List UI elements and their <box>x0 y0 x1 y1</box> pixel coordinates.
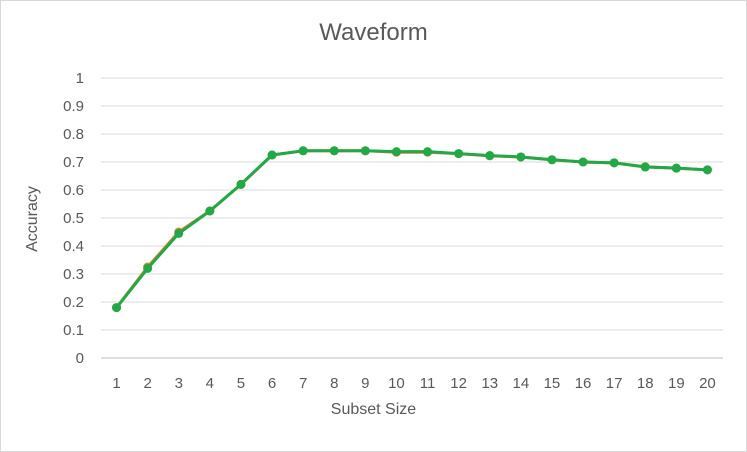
x-tick-label: 14 <box>513 375 530 392</box>
y-tick-label: 1 <box>76 70 84 87</box>
data-point <box>640 162 650 172</box>
y-tick-label: 0.5 <box>63 210 84 227</box>
x-axis-label: Subset Size <box>330 401 417 418</box>
data-point <box>423 147 433 157</box>
data-point <box>516 152 526 162</box>
data-point <box>174 228 184 238</box>
y-tick-label: 0.8 <box>63 126 84 143</box>
data-point <box>547 155 557 165</box>
data-point <box>143 263 153 273</box>
x-tick-label: 6 <box>268 375 276 392</box>
data-point <box>360 146 370 156</box>
data-point <box>236 179 246 189</box>
y-tick-label: 0.7 <box>63 154 84 171</box>
x-tick-label: 5 <box>237 375 245 392</box>
x-tick-label: 8 <box>330 375 338 392</box>
data-point <box>702 165 712 175</box>
x-tick-label: 4 <box>206 375 214 392</box>
x-tick-label: 7 <box>299 375 307 392</box>
data-point <box>578 157 588 167</box>
chart-title: Waveform <box>319 19 428 46</box>
data-point <box>454 149 464 159</box>
data-point <box>329 146 339 156</box>
x-tick-label: 20 <box>699 375 716 392</box>
data-point <box>671 163 681 173</box>
x-tick-label: 11 <box>420 375 436 392</box>
y-tick-label: 0.6 <box>63 182 84 199</box>
y-tick-label: 0.3 <box>63 266 84 283</box>
data-point <box>298 146 308 156</box>
x-tick-label: 2 <box>143 375 151 392</box>
series-line <box>115 149 709 310</box>
data-point <box>205 206 215 216</box>
data-point <box>112 303 122 313</box>
data-point <box>267 150 277 160</box>
data-point <box>485 151 495 161</box>
x-tick-label: 15 <box>544 375 561 392</box>
x-tick-label: 9 <box>361 375 369 392</box>
data-point <box>609 158 619 168</box>
x-tick-label: 16 <box>575 375 592 392</box>
x-tick-label: 10 <box>388 375 405 392</box>
x-tick-label: 3 <box>175 375 183 392</box>
x-tick-label: 18 <box>637 375 654 392</box>
data-point <box>391 147 401 157</box>
y-tick-label: 0.4 <box>63 238 84 255</box>
series-line <box>115 149 709 310</box>
y-tick-label: 0 <box>76 350 84 367</box>
x-tick-label: 17 <box>606 375 623 392</box>
x-tick-label: 12 <box>450 375 467 392</box>
x-tick-label: 1 <box>112 375 120 392</box>
y-tick-label: 0.9 <box>63 98 84 115</box>
y-tick-label: 0.2 <box>63 294 84 311</box>
x-tick-label: 13 <box>481 375 498 392</box>
y-tick-label: 0.1 <box>63 322 84 339</box>
x-tick-label: 19 <box>668 375 685 392</box>
